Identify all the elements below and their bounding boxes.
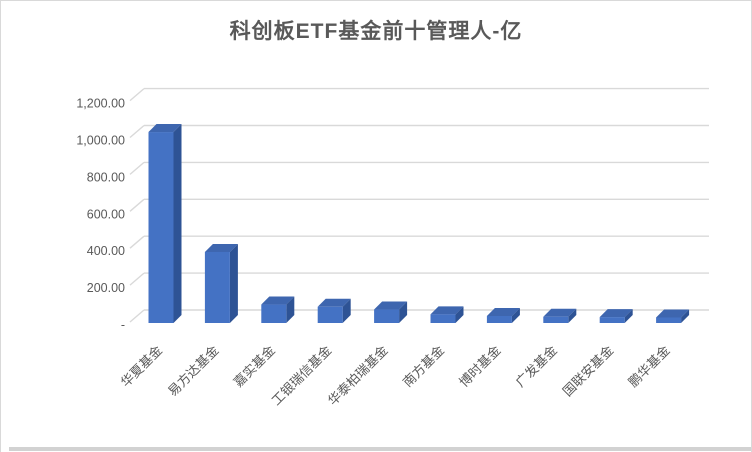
axis-tick-connector [129,88,145,102]
bar-7-top-face [486,307,520,316]
bar-1-side-face [173,124,182,323]
axis-tick-connector [129,235,145,249]
bar-5 [374,309,400,323]
bar-7 [486,315,512,323]
x-axis-label: 易方达基金 [165,343,222,400]
bar-8-side-face [568,308,577,323]
x-axis-label: 嘉实基金 [231,343,278,390]
x-axis-label: 南方基金 [400,343,447,390]
x-axis-label: 博时基金 [456,343,503,390]
axis-tick-connector [129,124,145,139]
bar-8 [543,316,569,323]
bar-6 [430,314,456,323]
bar-4-side-face [342,298,351,323]
bar-2-side-face [229,243,238,323]
axis-tick-connector [129,272,145,286]
x-axis-label: 广发基金 [513,343,560,390]
y-axis-label: 1,200.00 [76,97,125,111]
y-axis-label: - [121,318,125,332]
x-axis-label: 国联安基金 [560,343,617,400]
bar-2-top-face [204,243,238,252]
bar-5-side-face [399,301,408,323]
bar-10-side-face [681,309,690,323]
bar-1 [148,132,174,323]
axis-tick-connector [129,309,145,323]
x-axis-label: 华泰柏瑞基金 [325,343,391,409]
axis-tick-connector [129,161,145,175]
bar-9-top-face [599,309,633,318]
axis-tick-connector [129,198,145,212]
bar-3-top-face [261,296,295,305]
bar-1-top-face [148,124,182,133]
y-axis-label: 1,000.00 [76,134,125,148]
bar-3-side-face [286,296,295,323]
x-axis-label: 鹏华基金 [625,343,672,390]
bar-10-top-face [656,309,690,318]
bar-7-side-face [511,307,520,323]
bar-3 [261,304,287,323]
bar-10 [656,317,682,323]
y-axis-label: 200.00 [87,281,125,295]
y-axis-label: 400.00 [87,244,125,258]
y-axis-label: 800.00 [87,170,125,184]
bar-5-top-face [374,301,408,310]
bar-6-side-face [455,306,464,323]
bar-8-top-face [543,308,577,317]
bar-9 [599,317,625,323]
bar-4-top-face [317,298,351,307]
x-axis-label: 华夏基金 [118,343,165,390]
y-axis-label: 600.00 [87,207,125,221]
bar-2 [204,251,230,323]
chart-title: 科创板ETF基金前十管理人-亿 [229,20,523,43]
bar-9-side-face [624,309,633,323]
bottom-divider [9,447,751,451]
bar-6-top-face [430,306,464,315]
bar-4 [317,306,343,323]
